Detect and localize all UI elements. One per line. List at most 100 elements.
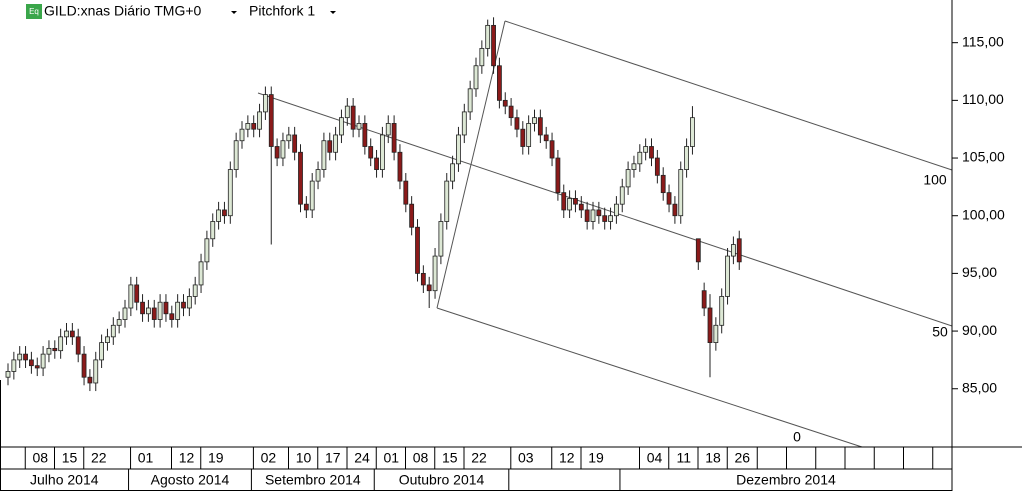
candle-body [245,123,251,130]
candle-body [239,128,245,142]
candle-body [116,319,122,326]
candle-body [537,117,543,136]
x-tick-label: 22 [91,450,107,466]
x-tick-label: 02 [261,450,277,466]
candle-body [204,238,210,263]
candle-body [23,353,28,361]
y-tick-label: 100,00 [962,206,1005,222]
candle-body [391,123,397,153]
x-tick-label: 11 [676,450,691,466]
symbol-icon [26,4,42,19]
x-tick-label: 19 [208,450,224,466]
candle-body [186,296,192,309]
candle-body [28,359,34,367]
month-label: Dezembro 2014 [736,472,836,488]
candle-body [725,255,730,297]
candle-body [549,140,555,159]
x-tick-label: 08 [32,450,48,466]
candle-body [368,146,374,159]
candle-body [333,134,339,153]
candle-body [5,371,11,378]
month-label: Agosto 2014 [151,472,230,488]
candle-body [87,376,93,384]
candle-body [461,111,467,136]
x-tick-label: 03 [518,450,534,466]
candle-body [216,209,222,222]
candle-body [456,134,461,165]
candle-body [362,123,368,147]
x-tick-label: 01 [383,450,399,466]
candle-body [532,117,537,124]
candle-body [666,192,672,205]
pitchfork-level: 50 [932,324,948,340]
y-tick-label: 95,00 [962,264,997,280]
tool-label[interactable]: Pitchfork 1 [249,3,315,19]
candle-body [315,169,321,182]
candle-body [64,330,69,338]
candle-body [169,313,175,320]
candle-body [660,174,666,194]
candle-body [99,342,104,361]
x-tick-label: 22 [471,450,487,466]
month-label: Setembro 2014 [265,472,361,488]
candle-body [450,163,456,182]
candle-body [292,134,298,153]
dropdown-arrow[interactable] [330,11,336,14]
candle-body [210,221,216,240]
candle-body [40,353,46,369]
candle-body [379,134,385,170]
candle-body [555,157,561,194]
candle-body [227,169,233,217]
candle-body [690,117,695,147]
candle-body [707,307,713,344]
candle-body [192,284,198,297]
y-tick-label: 105,00 [962,149,1005,165]
header: Eq GILD:xnas Diário TMG+0 Pitchfork 1 [26,3,336,19]
candle-body [584,209,590,222]
x-tick-label: 18 [705,450,721,466]
y-tick-label: 90,00 [962,322,997,338]
candle-body [52,347,58,352]
candle-body [491,24,496,67]
candle-body [643,146,649,153]
candle-body [198,261,204,286]
candle-body [339,117,344,136]
candle-body [672,203,678,217]
candle-body [409,203,415,228]
candle-body [262,94,268,113]
candle-body [298,151,303,205]
y-tick-label: 115,00 [962,33,1004,49]
candle-body [713,324,719,344]
candle-body [415,226,420,274]
x-tick-label: 15 [442,450,458,466]
symbol-label[interactable]: GILD:xnas Diário TMG+0 [44,3,202,19]
candle-body [309,180,315,211]
dropdown-arrow[interactable] [231,11,237,14]
candle-body [596,209,602,217]
candle-body [128,284,134,309]
candle-body [81,353,87,378]
x-tick-label: 12 [559,450,575,466]
candle-body [496,65,502,101]
candle-body [303,203,309,211]
candle-body [134,284,140,303]
candle-body [151,307,157,320]
candle-body [274,146,280,159]
candle-body [543,134,549,142]
candle-body [438,221,444,257]
pitchfork-level: 0 [793,429,801,445]
pitchfork-line [436,307,863,448]
candle-body [105,336,110,344]
candle-body [69,330,75,338]
candle-body [719,296,725,326]
candle-body [140,301,145,315]
candle-body [567,198,572,211]
candle-body [257,111,262,130]
candle-body [46,347,52,355]
candle-body [181,301,186,309]
candle-body [678,169,684,217]
candle-body [467,88,473,113]
candle-body [93,359,99,384]
month-label: Julho 2014 [30,472,99,488]
candle-body [614,203,619,217]
